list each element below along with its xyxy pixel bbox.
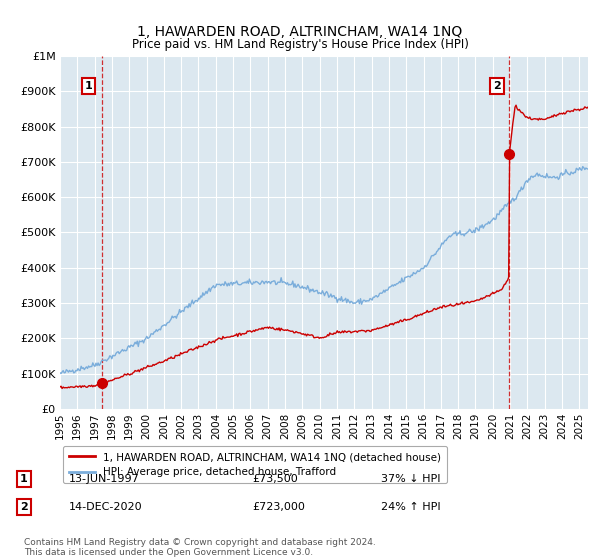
Text: 13-JUN-1997: 13-JUN-1997 — [69, 474, 140, 484]
Text: £723,000: £723,000 — [252, 502, 305, 512]
Text: Price paid vs. HM Land Registry's House Price Index (HPI): Price paid vs. HM Land Registry's House … — [131, 38, 469, 51]
Text: 1: 1 — [20, 474, 28, 484]
Text: 37% ↓ HPI: 37% ↓ HPI — [381, 474, 440, 484]
Text: 2: 2 — [20, 502, 28, 512]
Text: 2: 2 — [493, 81, 501, 91]
Legend: 1, HAWARDEN ROAD, ALTRINCHAM, WA14 1NQ (detached house), HPI: Average price, det: 1, HAWARDEN ROAD, ALTRINCHAM, WA14 1NQ (… — [62, 446, 448, 483]
Text: £73,500: £73,500 — [252, 474, 298, 484]
Text: 1: 1 — [85, 81, 92, 91]
Text: Contains HM Land Registry data © Crown copyright and database right 2024.
This d: Contains HM Land Registry data © Crown c… — [24, 538, 376, 557]
Text: 1, HAWARDEN ROAD, ALTRINCHAM, WA14 1NQ: 1, HAWARDEN ROAD, ALTRINCHAM, WA14 1NQ — [137, 25, 463, 39]
Text: 24% ↑ HPI: 24% ↑ HPI — [381, 502, 440, 512]
Text: 14-DEC-2020: 14-DEC-2020 — [69, 502, 143, 512]
